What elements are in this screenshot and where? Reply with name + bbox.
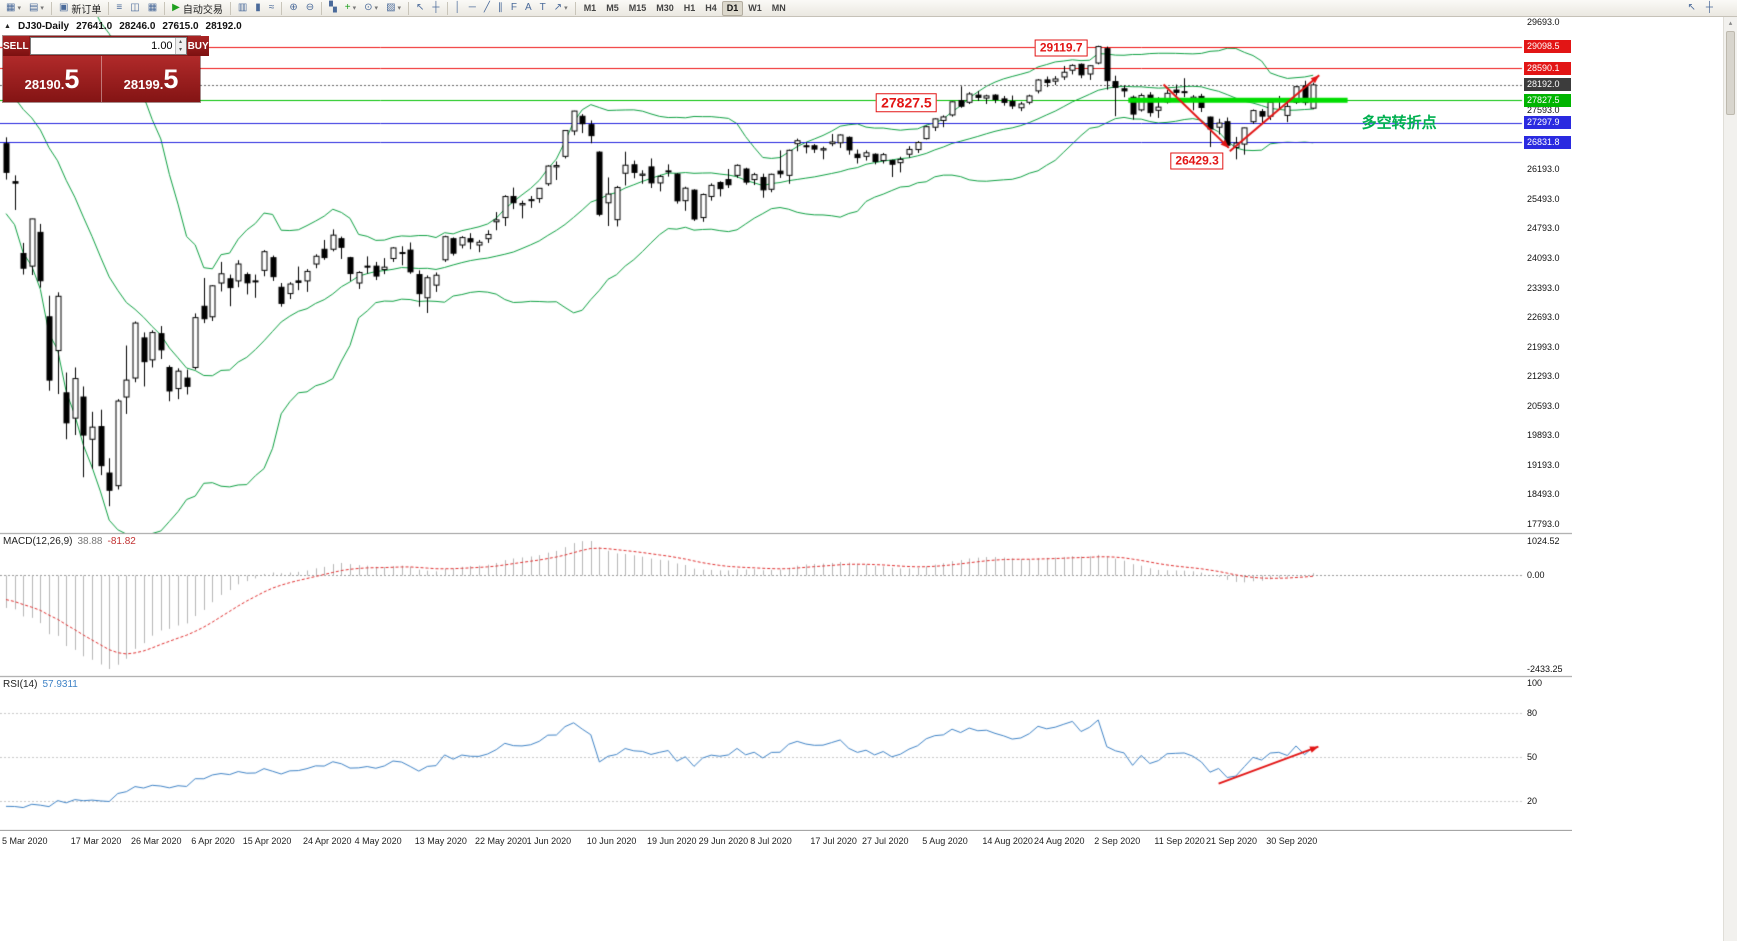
line-chart-button[interactable]: ≈ [268, 2, 275, 13]
buy-price[interactable]: 28199. 5 [102, 56, 200, 102]
sell-price-pip: 5 [64, 63, 80, 94]
horizontal-line-button[interactable]: ─ [468, 2, 476, 13]
new-order-button[interactable]: ▣ 新订单 [58, 2, 102, 16]
channel-button[interactable]: ∥ [497, 2, 503, 13]
time-axis-label: 8 Jul 2020 [750, 836, 792, 846]
main-toolbar: ▦ ▾ ▤ ▾ ▣ 新订单 ≡ ◫ ▦ ▶ 自动交易 ▥ ▮ ≈ ⊕ ⊖ ▚ + ▾ ⊙ ▾ ▨ ▾ ↖ ┼ │ ─ ╱ ∥ F A T ↗ ▾ M… [0, 0, 1737, 17]
time-axis-label: 5 Mar 2020 [2, 836, 48, 846]
arrows-button[interactable]: ↗ ▾ [553, 2, 568, 13]
time-axis-label: 4 May 2020 [354, 836, 402, 846]
new-chart-button[interactable]: ▦ ▾ [6, 2, 21, 13]
crosshair-button[interactable]: ┼ [432, 2, 440, 13]
time-axis-label: 24 Apr 2020 [303, 836, 352, 846]
time-axis-label: 19 Jun 2020 [647, 836, 697, 846]
toolbar-separator [446, 1, 448, 15]
volume-increase-button[interactable]: ▴ [175, 38, 186, 46]
zoom-in-button[interactable]: ⊕ [289, 2, 298, 13]
time-axis-label: 30 Sep 2020 [1266, 836, 1318, 846]
navigator-button[interactable]: ▦ [147, 2, 158, 13]
sell-price-main: 28190. [24, 76, 65, 92]
time-axis-label: 11 Sep 2020 [1154, 836, 1205, 846]
tile-windows-button[interactable]: ▚ [329, 2, 337, 13]
autotrading-button[interactable]: ▶ 自动交易 [172, 2, 223, 16]
indicators-button[interactable]: + ▾ [344, 2, 357, 13]
volume-input[interactable] [30, 38, 175, 54]
profiles-button[interactable]: ▤ ▾ [28, 2, 44, 13]
time-axis-label: 10 Jun 2020 [586, 836, 637, 846]
sell-button[interactable]: SELL [3, 36, 29, 56]
time-axis-label: 5 Aug 2020 [922, 836, 968, 846]
candlestick-chart-button[interactable]: ▮ [255, 2, 261, 13]
data-window-button[interactable]: ◫ [130, 2, 140, 13]
trade-panel-divider [101, 56, 102, 102]
chart-annotation[interactable]: 29119.7 [1034, 39, 1088, 57]
timeframe-h1-button[interactable]: H1 [683, 3, 696, 13]
time-axis-label: 13 May 2020 [414, 836, 467, 846]
buy-button[interactable]: BUY [187, 36, 209, 56]
trendline-button[interactable]: ╱ [483, 2, 490, 13]
text-label-button[interactable]: T [539, 2, 546, 13]
chart-annotation[interactable]: 多空转折点 [1361, 114, 1437, 132]
toolbar-separator [108, 1, 110, 15]
time-axis-label: 17 Mar 2020 [70, 836, 122, 846]
timeframe-m30-button[interactable]: M30 [656, 3, 674, 13]
fibonacci-button[interactable]: F [510, 2, 517, 13]
time-axis-label: 17 Jul 2020 [810, 836, 857, 846]
toolbar-separator [50, 1, 52, 15]
timeframe-mn-button[interactable]: MN [771, 3, 786, 13]
time-axis-label: 22 May 2020 [475, 836, 528, 846]
time-axis-label: 29 Jun 2020 [698, 836, 749, 846]
templates-button[interactable]: ▨ ▾ [386, 2, 402, 13]
timeframe-h4-button[interactable]: H4 [705, 3, 717, 13]
scrollbar-thumb[interactable] [1726, 31, 1735, 115]
trade-panel-prices: 28190. 5 28199. 5 [3, 56, 200, 102]
one-click-trading-panel: SELL ▴ ▾ BUY 28190.5 28199.5 [3, 36, 209, 102]
toolbar-separator [164, 1, 166, 15]
crosshair-tool-button[interactable]: ┼ [1705, 2, 1713, 13]
trade-panel-header: SELL ▴ ▾ BUY [3, 36, 209, 56]
timeframe-m15-button[interactable]: M15 [628, 3, 647, 13]
time-axis-label: 24 Aug 2020 [1034, 836, 1085, 846]
vertical-line-button[interactable]: │ [454, 2, 461, 13]
time-axis-label: 15 Apr 2020 [242, 836, 292, 846]
volume-decrease-button[interactable]: ▾ [175, 46, 186, 54]
chart-annotation[interactable]: 27827.5 [876, 92, 937, 113]
chart-annotation[interactable]: 26429.3 [1170, 152, 1224, 170]
toolbar-separator [574, 1, 576, 15]
vertical-scrollbar[interactable]: ▴ [1723, 17, 1737, 941]
buy-price-pip: 5 [163, 63, 179, 94]
buy-price-main: 28199. [123, 76, 164, 92]
bar-chart-button[interactable]: ▥ [237, 2, 248, 13]
zoom-out-button[interactable]: ⊖ [305, 2, 315, 13]
toolbar-right-group: ↖ ┼ [1684, 1, 1735, 16]
timeframe-w1-button[interactable]: W1 [748, 3, 762, 13]
periods-button[interactable]: ⊙ ▾ [364, 2, 379, 13]
time-axis-label: 2 Sep 2020 [1094, 836, 1141, 846]
toolbar-separator [229, 1, 231, 15]
time-axis-label: 6 Apr 2020 [191, 836, 235, 846]
volume-spinner: ▴ ▾ [174, 38, 186, 54]
cursor-button[interactable]: ↖ [416, 2, 425, 13]
timeframe-d1-button[interactable]: D1 [721, 0, 744, 16]
timeframe-m5-button[interactable]: M5 [606, 3, 619, 13]
cursor-tool-button[interactable]: ↖ [1687, 2, 1696, 13]
sell-price[interactable]: 28190. 5 [3, 56, 101, 102]
timeframe-m1-button[interactable]: M1 [583, 3, 597, 13]
market-watch-button[interactable]: ≡ [116, 2, 123, 13]
time-axis-label: 26 Mar 2020 [131, 836, 182, 846]
scroll-up-icon[interactable]: ▴ [1728, 20, 1733, 27]
volume-box: ▴ ▾ [29, 37, 187, 55]
toolbar-separator [281, 1, 283, 15]
toolbar-separator [408, 1, 410, 15]
time-axis-label: 1 Jun 2020 [526, 836, 572, 846]
time-axis-label: 14 Aug 2020 [982, 836, 1033, 846]
time-axis-label: 21 Sep 2020 [1206, 836, 1258, 846]
chart-canvas[interactable] [0, 17, 1572, 831]
time-axis-label: 27 Jul 2020 [862, 836, 909, 846]
text-button[interactable]: A [525, 2, 532, 13]
toolbar-separator [321, 1, 323, 15]
